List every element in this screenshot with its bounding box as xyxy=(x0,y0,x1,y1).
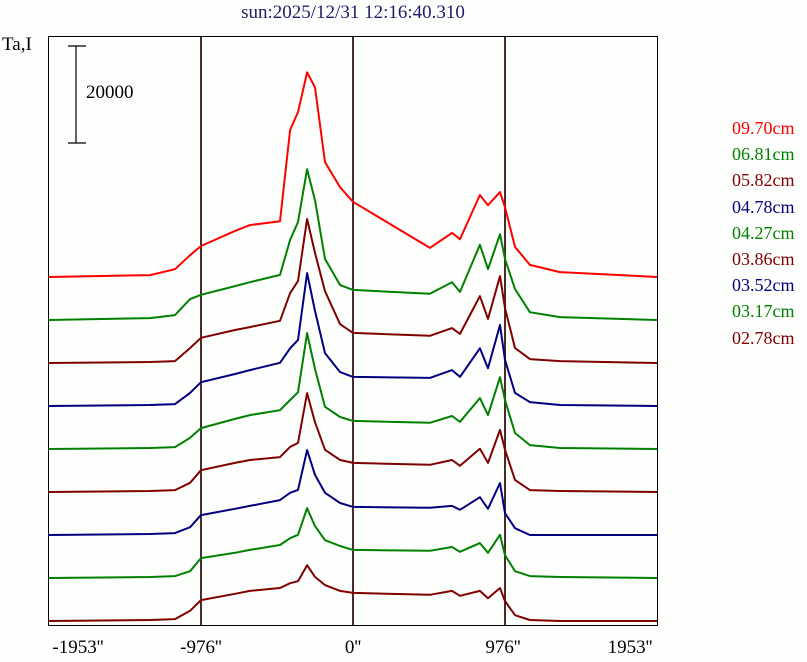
series-line-03.17cm xyxy=(48,507,658,579)
chart-title: sun:2025/12/31 12:16:40.310 xyxy=(241,2,465,23)
series-line-06.81cm xyxy=(48,168,658,321)
legend-item: 03.17cm xyxy=(732,301,795,322)
legend-item: 03.52cm xyxy=(732,275,795,296)
series-line-05.82cm xyxy=(48,218,658,364)
series-line-09.70cm xyxy=(48,71,658,278)
series-line-03.86cm xyxy=(48,392,658,493)
series-line-04.78cm xyxy=(48,272,658,407)
plot-frame xyxy=(48,36,658,626)
series-line-02.78cm xyxy=(48,564,658,622)
legend-item: 03.86cm xyxy=(732,249,795,269)
series-line-04.27cm xyxy=(48,332,658,450)
series-line-03.52cm xyxy=(48,449,658,536)
legend-item: 02.78cm xyxy=(732,327,795,348)
y-axis-label: Ta,I xyxy=(2,34,32,55)
legend-item: 06.81cm xyxy=(732,144,795,165)
x-tick-label: 0'' xyxy=(344,637,362,658)
scale-bar-label: 20000 xyxy=(86,82,134,103)
legend-item: 04.27cm xyxy=(732,222,795,243)
legend-item: 09.70cm xyxy=(732,118,795,138)
x-tick-label: -976'' xyxy=(180,637,222,658)
x-tick-label: -1953'' xyxy=(52,637,104,658)
legend-item: 05.82cm xyxy=(732,170,795,191)
x-tick-label: 1953'' xyxy=(607,637,653,658)
legend-item: 04.78cm xyxy=(732,196,795,217)
x-tick-label: 976'' xyxy=(485,637,521,658)
scale-bar xyxy=(68,45,86,144)
